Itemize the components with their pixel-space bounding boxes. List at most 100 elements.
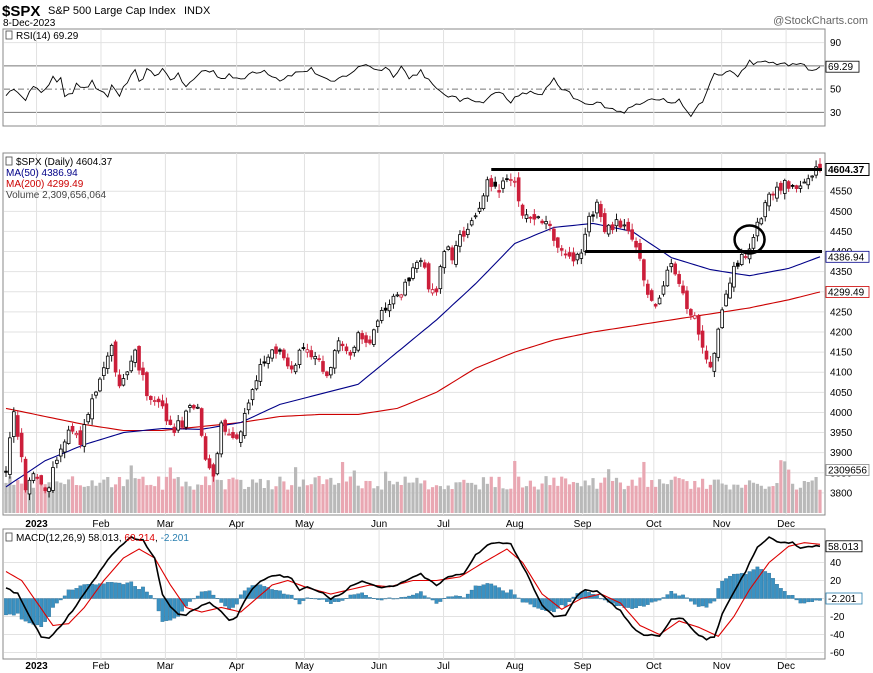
volume-bar: [728, 489, 732, 513]
volume-bar: [47, 482, 51, 513]
macd-histogram-bar: [105, 582, 110, 599]
volume-bar: [223, 489, 227, 513]
macd-histogram-bar: [755, 566, 760, 599]
volume-value-label: 2309656: [828, 466, 867, 477]
candle-body: [55, 459, 59, 464]
candle-body: [489, 178, 494, 187]
candle-body: [325, 371, 329, 377]
volume-bar: [646, 486, 650, 513]
volume-bar: [544, 476, 548, 513]
volume-bar: [669, 479, 673, 513]
macd-histogram-bar: [203, 591, 208, 599]
volume-bar: [552, 477, 556, 513]
candle-body: [571, 252, 576, 262]
candle-body: [168, 419, 173, 425]
month-label: Mar: [157, 519, 175, 530]
macd-histogram-bar: [696, 598, 701, 607]
candle-body: [164, 403, 169, 422]
candle-body: [78, 430, 83, 445]
volume-bar: [387, 480, 392, 513]
volume-bar: [474, 484, 478, 513]
candle-body: [293, 364, 298, 373]
price-legend-text: $SPX (Daily) 4604.37: [16, 157, 113, 168]
volume-bar: [712, 479, 716, 513]
volume-bar: [282, 481, 286, 513]
candle-body: [782, 179, 787, 194]
candle-body: [352, 346, 357, 354]
candle-body: [62, 441, 67, 453]
macd-histogram-bar: [771, 578, 775, 599]
month-label: Jun: [371, 519, 387, 530]
candle-body: [383, 307, 388, 311]
macd-histogram-bar: [669, 591, 674, 599]
macd-histogram-bar: [387, 597, 392, 599]
volume-bar: [247, 486, 251, 513]
volume-bar: [78, 485, 82, 513]
macd-histogram-bar: [223, 598, 228, 607]
volume-bar: [133, 478, 137, 513]
ma200-value-tag: 4299.49: [825, 286, 870, 299]
candle-body: [548, 223, 552, 227]
volume-bar: [583, 480, 587, 513]
candle-body: [141, 367, 145, 376]
candle-body: [422, 262, 427, 268]
macd-histogram-bar: [520, 598, 525, 603]
candle-body: [82, 424, 87, 447]
candle-body: [771, 193, 775, 196]
volume-bar: [110, 487, 114, 513]
macd-histogram-bar: [332, 598, 337, 602]
macd-histogram-bar: [125, 582, 130, 599]
candle-body: [434, 288, 439, 293]
candle-body: [509, 179, 513, 181]
chart-date: 8-Dec-2023: [3, 18, 56, 29]
candle-body: [591, 214, 595, 217]
macd-histogram-bar: [634, 598, 638, 609]
macd-histogram-bar: [176, 598, 181, 617]
rsi-value-tag: 69.29: [825, 60, 860, 73]
candle-body: [426, 263, 431, 290]
volume-bar: [798, 487, 803, 513]
volume-bar: [203, 476, 208, 513]
candle-body: [332, 350, 337, 369]
macd-line: [5, 535, 821, 641]
rsi-panel: [2, 28, 826, 127]
volume-bar: [86, 486, 90, 513]
candle-body: [411, 267, 415, 279]
candle-body: [246, 402, 251, 411]
volume-bar: [141, 476, 145, 513]
macd-histogram-bar: [739, 573, 744, 599]
candle-body: [121, 378, 126, 386]
candle-body: [524, 214, 529, 219]
candle-body: [716, 328, 721, 358]
tick-label: 4250: [830, 307, 853, 318]
volume-bar: [360, 488, 364, 513]
volume-bar: [657, 479, 662, 513]
macd-histogram-bar: [51, 598, 55, 608]
candle-body: [775, 186, 779, 199]
volume-bar: [63, 484, 67, 513]
volume-bars: [4, 460, 822, 513]
volume-bar: [395, 481, 399, 513]
stockcharts-credit[interactable]: @StockCharts.com: [773, 15, 868, 27]
volume-bar: [235, 479, 239, 513]
month-label: May: [295, 661, 314, 672]
macd-histogram-bar: [195, 595, 200, 599]
volume-bar: [98, 482, 102, 513]
macd-histogram-bar: [27, 598, 32, 624]
volume-bar: [117, 476, 122, 513]
volume-bar: [348, 476, 352, 513]
candle-body: [630, 229, 634, 240]
macd-histogram-bar: [626, 598, 631, 608]
macd-histogram-bar: [786, 595, 791, 599]
volume-bar: [344, 481, 349, 513]
macd-histogram-bar: [282, 593, 286, 599]
month-label: Dec: [777, 661, 795, 672]
volume-bar: [708, 484, 713, 513]
candle-body: [665, 269, 670, 287]
symbol-title: $SPX: [2, 3, 40, 20]
macd-histogram-bar: [794, 598, 799, 601]
candle-body: [430, 289, 435, 294]
macd-histogram-bar: [188, 598, 192, 602]
volume-bar: [200, 484, 204, 513]
